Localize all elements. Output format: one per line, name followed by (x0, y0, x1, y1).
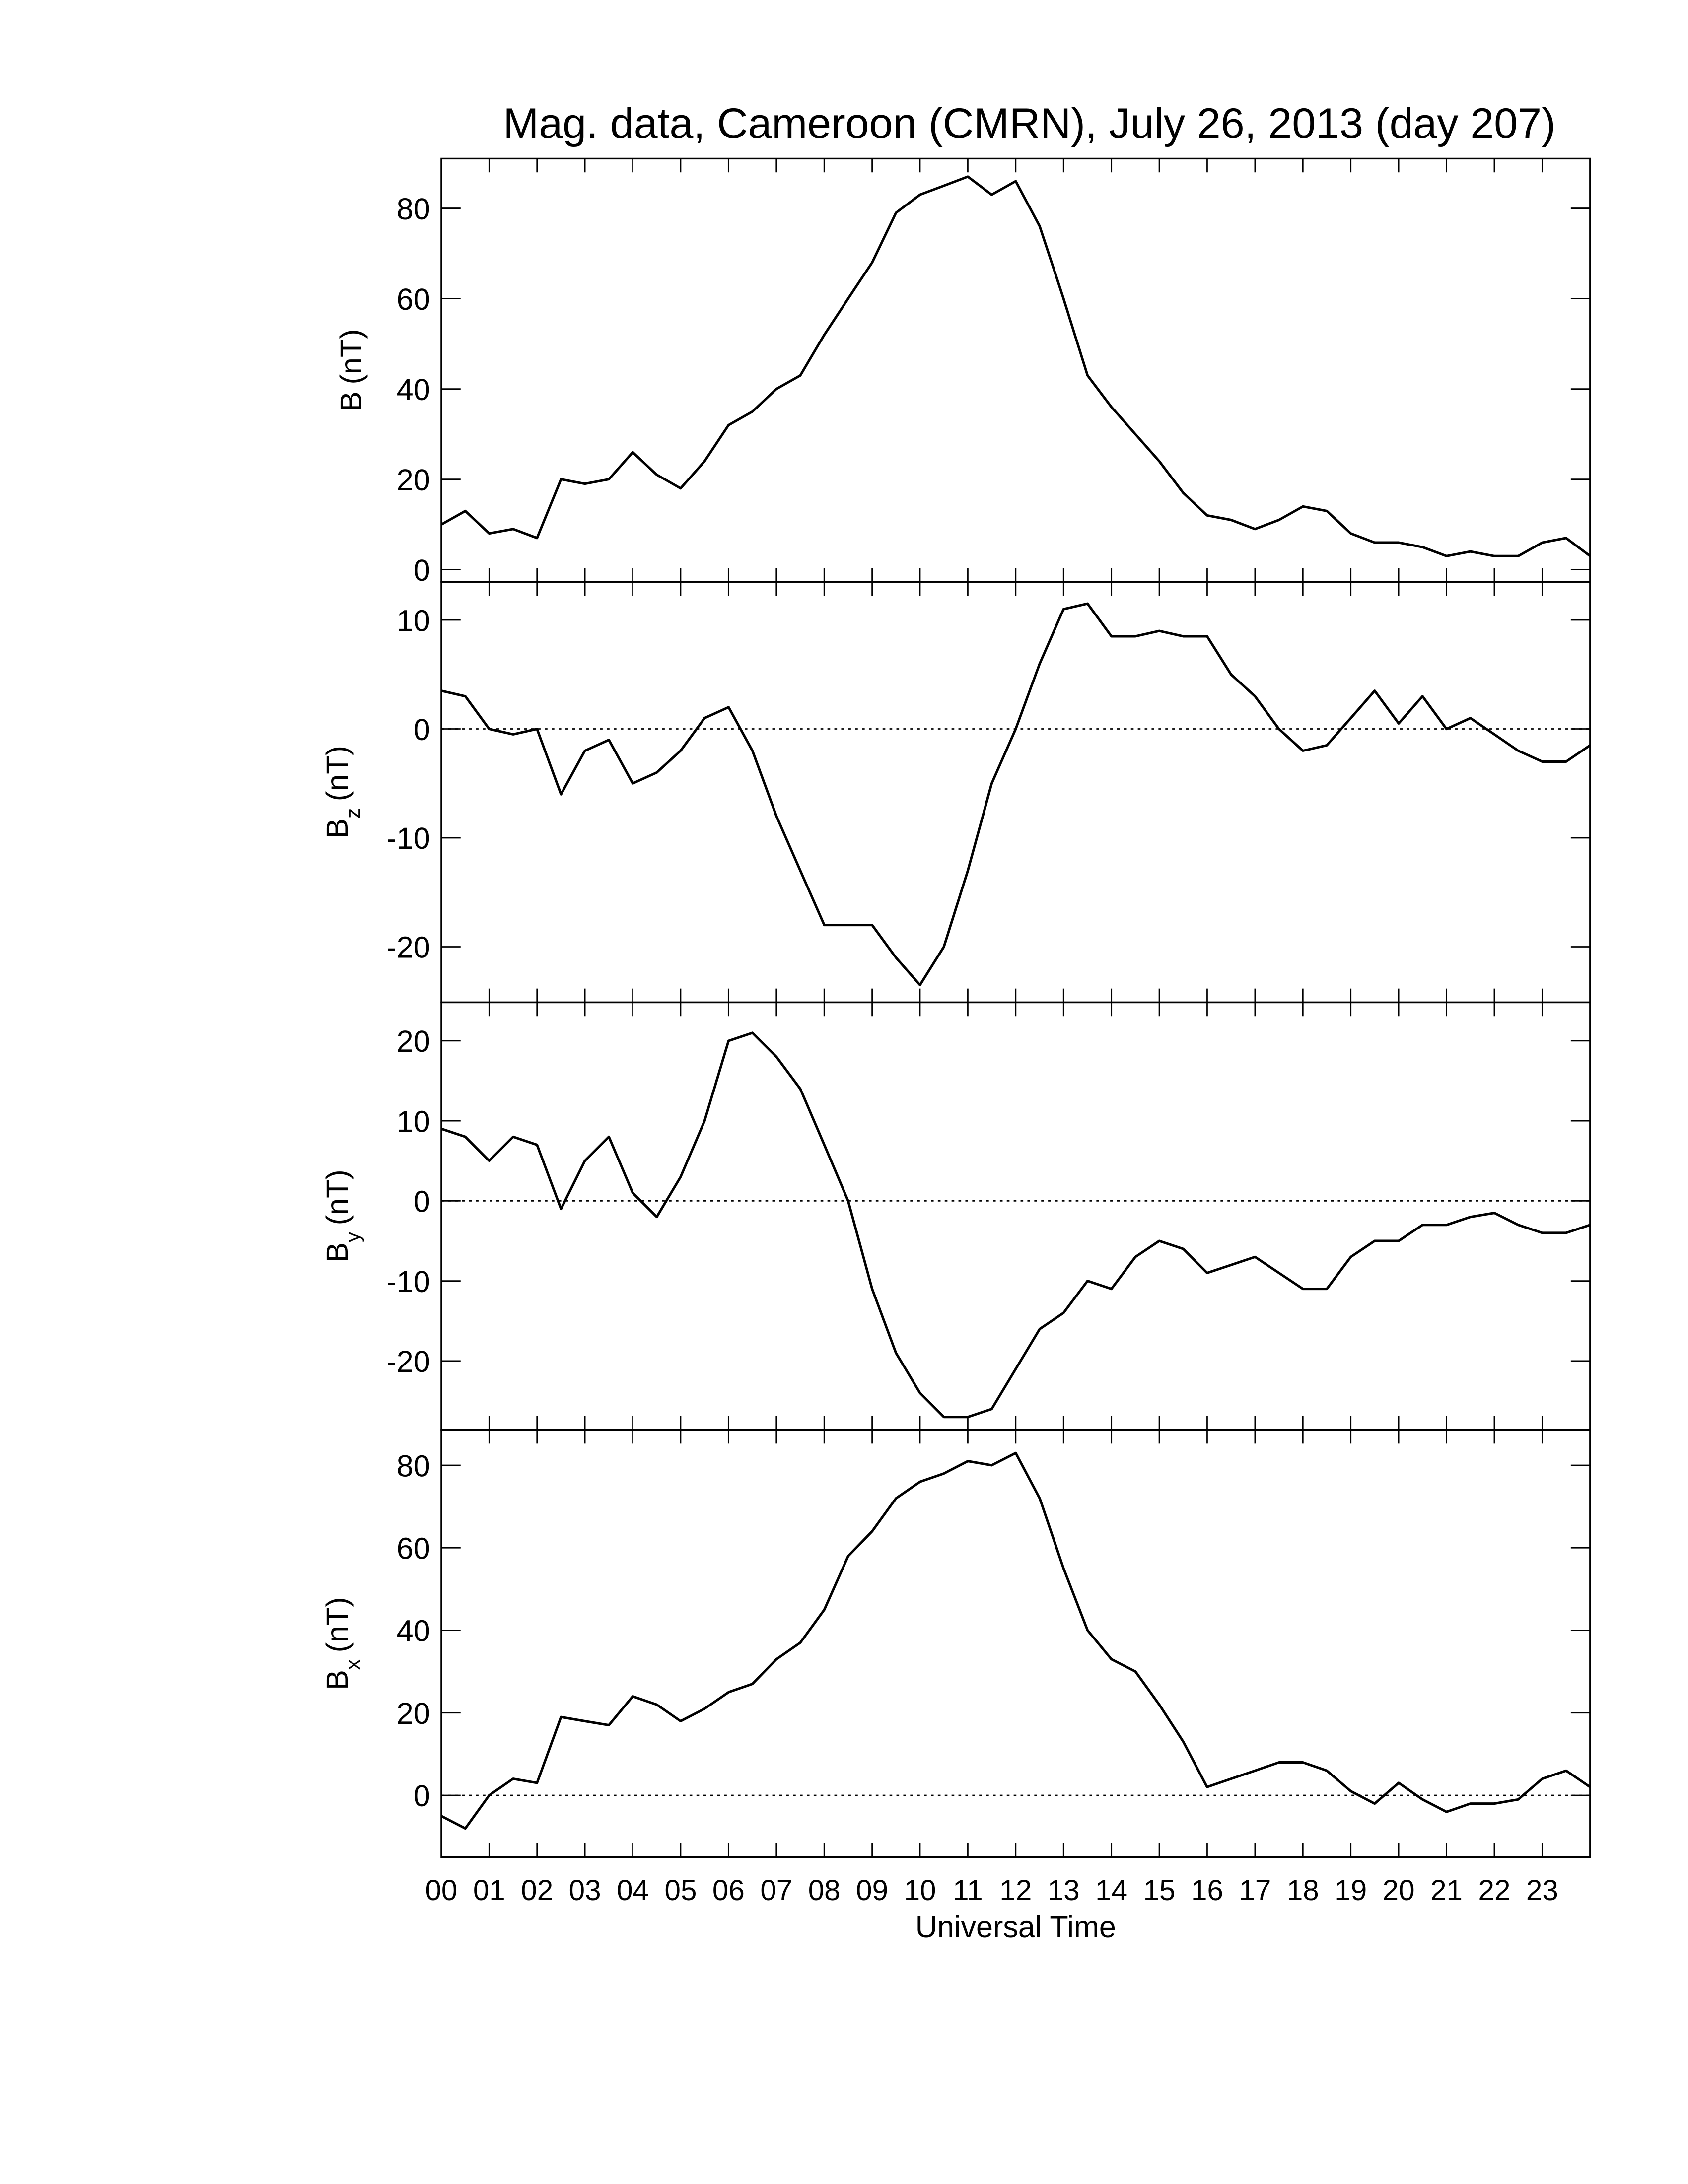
x-tick-label: 23 (1526, 1874, 1558, 1907)
y-label-main: B (320, 1242, 354, 1263)
y-label-main: B (320, 1670, 354, 1690)
x-tick-label: 21 (1430, 1874, 1463, 1907)
y-axis-label: Bz (nT) (320, 746, 364, 838)
y-tick-label: 0 (414, 713, 430, 747)
y-label-subscript: y (341, 1232, 364, 1242)
plot-frame (440, 1001, 1591, 1431)
x-tick-label: 17 (1239, 1874, 1271, 1907)
x-tick-label: 05 (665, 1874, 697, 1907)
x-tick-label: 08 (808, 1874, 841, 1907)
y-label-unit: (nT) (334, 329, 368, 384)
y-label-main: B (320, 819, 354, 839)
y-tick-label: -20 (386, 931, 430, 964)
y-tick-label: 0 (414, 1185, 430, 1219)
data-line (441, 1031, 1591, 1419)
x-tick-label: 10 (904, 1874, 936, 1907)
x-tick-label: 09 (856, 1874, 888, 1907)
x-tick-label: 02 (521, 1874, 553, 1907)
y-tick-label: 0 (414, 1779, 430, 1813)
x-tick-label: 04 (617, 1874, 649, 1907)
x-tick-label: 06 (712, 1874, 745, 1907)
y-label-main: B (334, 391, 368, 411)
y-tick-label: 10 (397, 604, 430, 637)
x-tick-label: 22 (1478, 1874, 1511, 1907)
x-tick-label: 12 (999, 1874, 1032, 1907)
y-tick-label: 40 (397, 373, 430, 407)
y-axis-label: B (nT) (334, 329, 368, 411)
y-tick-label: 80 (397, 192, 430, 226)
y-tick-label: 80 (397, 1449, 430, 1483)
y-tick-label: 60 (397, 282, 430, 316)
x-tick-label: 18 (1287, 1874, 1319, 1907)
x-tick-label: 19 (1335, 1874, 1367, 1907)
plot-frame (440, 157, 1591, 583)
data-line (440, 1451, 1591, 1830)
y-tick-label: -10 (386, 821, 430, 855)
x-tick-label: 13 (1048, 1874, 1080, 1907)
y-axis-label: Bx (nT) (320, 1597, 364, 1690)
y-tick-label: 20 (397, 1024, 430, 1058)
x-tick-label: 07 (760, 1874, 792, 1907)
data-line (440, 175, 1591, 557)
x-tick-label: 01 (473, 1874, 505, 1907)
x-tick-label: 14 (1095, 1874, 1127, 1907)
y-label-unit: (nT) (320, 1169, 354, 1225)
chart-title: Mag. data, Cameroon (CMRN), July 26, 201… (503, 100, 1556, 147)
plot-frame (440, 1429, 1591, 1858)
y-tick-label: 0 (414, 553, 430, 587)
x-axis-label: Universal Time (915, 1910, 1116, 1944)
plot-frame (440, 581, 1591, 1004)
y-tick-label: -20 (386, 1345, 430, 1378)
y-label-subscript: x (341, 1659, 364, 1670)
x-tick-label: 16 (1191, 1874, 1223, 1907)
y-tick-label: 10 (397, 1104, 430, 1138)
y-tick-label: 40 (397, 1614, 430, 1648)
y-label-subscript: z (341, 808, 364, 819)
x-tick-label: 15 (1143, 1874, 1176, 1907)
y-label-unit: (nT) (320, 1597, 354, 1652)
x-tick-label: 03 (569, 1874, 601, 1907)
y-tick-label: 60 (397, 1531, 430, 1565)
y-tick-label: 20 (397, 1697, 430, 1730)
data-line (441, 602, 1591, 986)
x-tick-label: 20 (1383, 1874, 1415, 1907)
y-axis-label: By (nT) (320, 1169, 364, 1262)
y-tick-label: 20 (397, 463, 430, 497)
y-tick-label: -10 (386, 1265, 430, 1298)
y-label-unit: (nT) (320, 746, 354, 801)
x-tick-label: 00 (425, 1874, 457, 1907)
x-tick-label: 11 (953, 1874, 983, 1907)
